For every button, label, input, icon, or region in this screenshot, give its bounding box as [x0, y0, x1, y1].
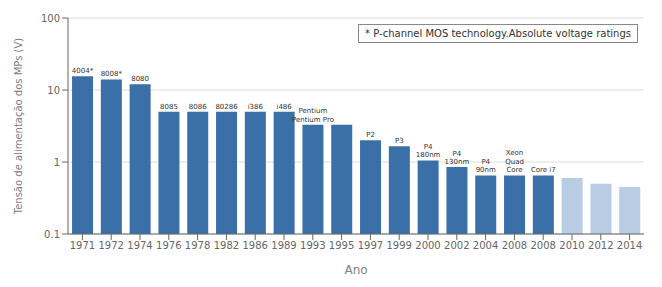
svg-text:80286: 80286	[215, 103, 238, 111]
svg-text:2002: 2002	[444, 240, 469, 251]
svg-text:1: 1	[54, 157, 60, 168]
svg-text:PentiumPentium Pro: PentiumPentium Pro	[292, 107, 334, 124]
svg-text:Core i7: Core i7	[531, 166, 556, 174]
svg-text:1982: 1982	[214, 240, 239, 251]
svg-text:2000: 2000	[415, 240, 440, 251]
svg-text:1974: 1974	[127, 240, 152, 251]
svg-text:1986: 1986	[242, 240, 267, 251]
svg-text:8080: 8080	[131, 75, 149, 83]
svg-text:0.1: 0.1	[44, 229, 60, 240]
svg-text:4004*: 4004*	[72, 67, 94, 75]
svg-text:2004: 2004	[473, 240, 498, 251]
svg-text:Tensão de alimentação dos MPs: Tensão de alimentação dos MPs (V)	[13, 38, 24, 216]
svg-text:1993: 1993	[300, 240, 325, 251]
svg-text:1976: 1976	[156, 240, 181, 251]
svg-text:1989: 1989	[271, 240, 296, 251]
svg-text:8008*: 8008*	[101, 70, 123, 78]
svg-text:8085: 8085	[160, 103, 178, 111]
svg-text:P490nm: P490nm	[476, 158, 496, 175]
svg-text:i386: i386	[248, 103, 264, 111]
svg-text:1978: 1978	[185, 240, 210, 251]
svg-text:Ano: Ano	[344, 263, 367, 277]
svg-text:XeonQuadCore: XeonQuadCore	[505, 149, 524, 174]
html-text:* P-channel MOS technology.Abs: * P-channel MOS technology.Absolute volt…	[365, 28, 631, 39]
svg-text:P3: P3	[395, 137, 404, 145]
svg-text:10: 10	[47, 85, 60, 96]
svg-text:2008: 2008	[502, 240, 527, 251]
svg-text:100: 100	[41, 13, 60, 24]
svg-text:2008: 2008	[530, 240, 555, 251]
svg-text:2010: 2010	[559, 240, 584, 251]
svg-text:P4130nm: P4130nm	[445, 150, 470, 167]
svg-text:i486: i486	[276, 103, 292, 111]
svg-text:2014: 2014	[617, 240, 642, 251]
svg-text:1999: 1999	[386, 240, 411, 251]
svg-text:1995: 1995	[329, 240, 354, 251]
svg-text:8086: 8086	[189, 103, 207, 111]
svg-text:1971: 1971	[70, 240, 95, 251]
svg-text:2012: 2012	[588, 240, 613, 251]
svg-text:1997: 1997	[358, 240, 383, 251]
svg-text:1972: 1972	[98, 240, 123, 251]
svg-text:P4180nm: P4180nm	[416, 143, 441, 160]
svg-text:P2: P2	[366, 131, 375, 139]
